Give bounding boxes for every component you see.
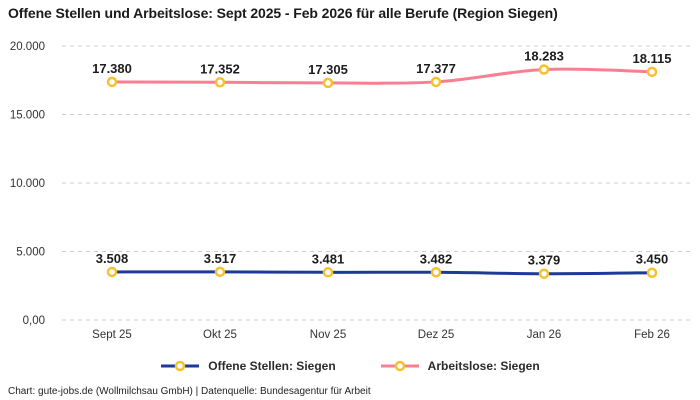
data-point-value-label: 17.305 <box>308 62 348 77</box>
y-axis-tick-label: 20.000 <box>10 41 45 53</box>
y-axis-tick-label: 10.000 <box>10 178 45 190</box>
x-axis-tick-label: Jan 26 <box>527 329 562 341</box>
x-axis-tick-label: Dez 25 <box>418 329 454 341</box>
line-marker-icon <box>161 360 200 372</box>
data-point-value-label: 17.380 <box>92 61 132 76</box>
data-point-marker[interactable] <box>430 76 442 88</box>
data-point-marker[interactable] <box>430 267 442 278</box>
x-axis-tick-label: Sept 25 <box>92 329 132 341</box>
data-point-marker[interactable] <box>646 66 658 78</box>
data-point-marker[interactable] <box>106 76 118 88</box>
data-point-value-label: 18.115 <box>632 51 671 66</box>
legend: Offene Stellen: Siegen Arbeitslose: Sieg… <box>0 359 700 373</box>
x-axis-tick-label: Nov 25 <box>310 329 346 341</box>
y-axis-tick-label: 15.000 <box>10 110 45 122</box>
data-point-marker[interactable] <box>322 77 334 89</box>
data-point-value-label: 3.482 <box>420 251 453 266</box>
legend-item-arbeitslose[interactable]: Arbeitslose: Siegen <box>380 359 540 373</box>
legend-item-offene-stellen[interactable]: Offene Stellen: Siegen <box>160 359 336 373</box>
data-point-value-label: 3.379 <box>528 253 561 268</box>
data-point-value-label: 3.481 <box>312 251 345 266</box>
data-point-marker[interactable] <box>322 267 334 278</box>
series-line <box>110 270 654 276</box>
data-point-value-label: 3.450 <box>636 252 669 267</box>
legend-label-arbeitslose: Arbeitslose: Siegen <box>427 359 540 373</box>
legend-label-offene-stellen: Offene Stellen: Siegen <box>208 359 336 373</box>
y-axis-tick-label: 5.000 <box>16 247 45 259</box>
data-point-marker[interactable] <box>646 267 658 278</box>
data-point-marker[interactable] <box>538 268 550 279</box>
y-axis-tick-label: 0,00 <box>23 315 45 327</box>
data-point-value-label: 17.377 <box>416 61 456 76</box>
data-point-marker[interactable] <box>106 266 118 278</box>
line-marker-icon <box>380 360 419 372</box>
x-axis-tick-label: Okt 25 <box>203 329 237 341</box>
data-point-marker[interactable] <box>538 64 550 75</box>
source-attribution: Chart: gute-jobs.de (Wollmilchsau GmbH) … <box>8 386 371 397</box>
data-point-value-label: 3.517 <box>204 251 237 266</box>
data-point-value-label: 3.508 <box>96 251 129 266</box>
chart-canvas: 0,00 5.000 10.000 15.000 20.000 Sept 25 Okt 25… <box>10 41 690 341</box>
data-point-value-label: 17.352 <box>200 61 240 76</box>
data-point-value-label: 18.283 <box>524 49 564 64</box>
series-line <box>110 67 654 85</box>
x-axis-tick-label: Feb 26 <box>634 329 670 341</box>
data-point-marker[interactable] <box>214 77 226 88</box>
chart-title: Offene Stellen und Arbeitslose: Sept 202… <box>8 5 558 21</box>
data-point-marker[interactable] <box>214 266 226 278</box>
